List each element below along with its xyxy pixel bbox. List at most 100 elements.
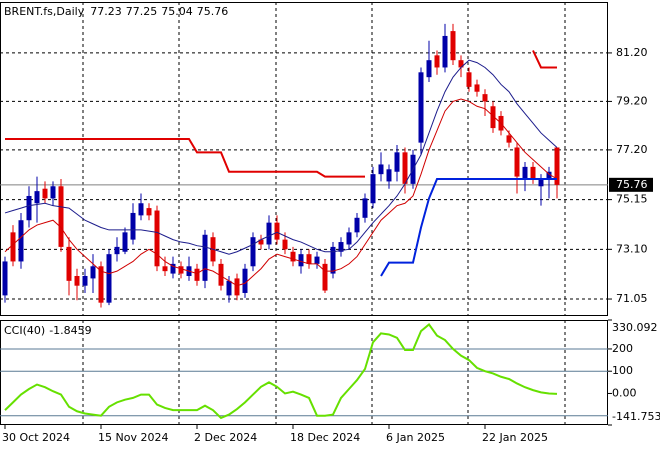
symbol-title: BRENT.fs,Daily <box>4 5 85 18</box>
candle-body <box>554 147 560 185</box>
candle-body <box>442 35 448 68</box>
candle-body <box>298 254 304 267</box>
x-tick-label: 15 Nov 2024 <box>98 431 168 444</box>
candle-body <box>146 208 152 216</box>
candle-body <box>234 278 240 296</box>
y-tick-label: -141.753 <box>612 410 660 423</box>
candle-body <box>90 266 96 279</box>
candle-body <box>122 232 128 252</box>
candle-body <box>434 55 440 68</box>
candle-body <box>370 174 376 204</box>
candle-body <box>226 280 232 296</box>
candle-body <box>42 188 48 199</box>
candle-body <box>306 254 312 264</box>
cci-title: CCI(40) <box>4 324 45 337</box>
candle-body <box>250 237 256 267</box>
y-tick-label: 330.092 <box>612 321 658 334</box>
x-tick-label: 30 Oct 2024 <box>2 431 70 444</box>
candle-body <box>474 84 480 92</box>
candle-body <box>82 275 88 286</box>
candle-body <box>170 263 176 274</box>
candle-body <box>346 232 352 245</box>
candle-body <box>514 147 520 177</box>
candle-body <box>138 203 144 216</box>
candle-body <box>282 239 288 250</box>
x-tick-label: 2 Dec 2024 <box>194 431 257 444</box>
candle-body <box>162 266 168 272</box>
candle-body <box>34 191 40 204</box>
candle-body <box>106 254 112 303</box>
candle-body <box>490 106 496 129</box>
candle-body <box>506 135 512 143</box>
header-high: 77.25 <box>126 5 158 18</box>
last-price-label: 75.76 <box>616 178 648 191</box>
cci-line <box>4 323 558 420</box>
candle-body <box>194 268 200 281</box>
candle-body <box>202 234 208 281</box>
x-tick-label: 6 Jan 2025 <box>386 431 445 444</box>
candle-body <box>10 232 16 262</box>
candle-body <box>418 72 424 143</box>
candle-body <box>274 222 280 240</box>
overlay-line <box>5 50 557 178</box>
cci-panel-frame <box>0 320 608 425</box>
candle-body <box>362 198 368 218</box>
y-tick-label: 100 <box>612 364 633 377</box>
last-price-tag <box>609 177 653 192</box>
y-tick-label: 0.00 <box>612 386 637 399</box>
overlay-line <box>4 59 558 255</box>
candle-body <box>66 246 72 281</box>
candle-body <box>330 246 336 274</box>
candle-body <box>2 261 8 296</box>
overlay-line <box>4 98 558 287</box>
header-close: 75.76 <box>197 5 229 18</box>
candle-body <box>58 186 64 247</box>
chart-header: BRENT.fs,Daily 77.23 77.25 75.04 75.76 <box>4 5 228 18</box>
candle-body <box>50 186 56 199</box>
candle-body <box>530 166 536 180</box>
header-low: 75.04 <box>161 5 193 18</box>
price-panel-frame <box>0 2 608 316</box>
candle-body <box>242 268 248 293</box>
candle-body <box>178 266 184 274</box>
candle-body <box>322 263 328 291</box>
y-tick-label: 79.20 <box>616 94 648 107</box>
candle-body <box>266 222 272 245</box>
x-tick-label: 22 Jan 2025 <box>482 431 548 444</box>
y-tick-label: 71.05 <box>616 292 648 305</box>
candle-body <box>482 94 488 102</box>
candle-body <box>354 217 360 233</box>
candle-body <box>26 195 32 221</box>
candle-body <box>450 31 456 61</box>
overlay-line <box>380 178 557 277</box>
candle-body <box>538 179 544 187</box>
candle-body <box>290 251 296 262</box>
candle-body <box>458 60 464 68</box>
candle-body <box>218 263 224 286</box>
candle-body <box>338 242 344 252</box>
candle-body <box>466 72 472 87</box>
header-open: 77.23 <box>90 5 122 18</box>
candle-body <box>394 152 400 172</box>
candle-body <box>98 266 104 303</box>
x-tick-label: 18 Dec 2024 <box>290 431 360 444</box>
y-tick-label: 200 <box>612 342 633 355</box>
candle-body <box>314 256 320 264</box>
y-tick-label: 81.20 <box>616 46 648 59</box>
candle-body <box>426 60 432 78</box>
candle-body <box>18 220 24 262</box>
candle-body <box>546 171 552 180</box>
candle-body <box>522 166 528 180</box>
y-tick-label: 77.20 <box>616 143 648 156</box>
candle-body <box>402 152 408 184</box>
candle-body <box>378 164 384 175</box>
candle-body <box>386 169 392 182</box>
candle-body <box>130 212 136 240</box>
y-tick-label: 73.10 <box>616 242 648 255</box>
cci-header: CCI(40) -1.8459 <box>4 324 92 337</box>
candle-body <box>74 275 80 286</box>
cci-value: -1.8459 <box>49 324 91 337</box>
